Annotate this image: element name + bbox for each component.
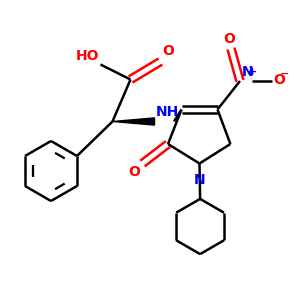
- Text: +: +: [248, 67, 257, 77]
- Text: NH: NH: [156, 105, 179, 119]
- Text: O: O: [224, 32, 236, 46]
- Text: O: O: [128, 165, 140, 179]
- Text: O: O: [162, 44, 174, 58]
- Text: −: −: [280, 68, 290, 79]
- Text: N: N: [242, 65, 253, 80]
- Text: O: O: [273, 73, 285, 86]
- Polygon shape: [112, 118, 154, 125]
- Text: N: N: [194, 172, 205, 187]
- Text: HO: HO: [76, 49, 99, 63]
